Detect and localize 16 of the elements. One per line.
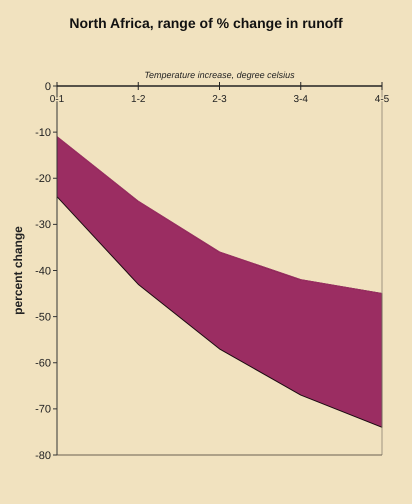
y-tick-label: -60 bbox=[35, 358, 51, 370]
chart-title: North Africa, range of % change in runoff bbox=[69, 15, 343, 31]
y-tick-label: -20 bbox=[35, 173, 51, 186]
y-tick-label: -70 bbox=[35, 404, 51, 416]
x-axis-title: Temperature increase, degree celsius bbox=[144, 70, 296, 80]
y-tick-label: -10 bbox=[35, 126, 51, 139]
y-tick-label: -50 bbox=[35, 311, 51, 324]
y-tick-label: 0 bbox=[44, 80, 51, 93]
x-tick-label: 3-4 bbox=[294, 94, 308, 105]
x-tick-label: 2-3 bbox=[212, 94, 228, 105]
y-tick-label: -40 bbox=[35, 265, 51, 278]
y-axis-title: percent change bbox=[11, 226, 25, 315]
x-tick-label: 4-5 bbox=[374, 94, 390, 105]
y-tick-label: -30 bbox=[35, 219, 51, 232]
y-tick-label: -80 bbox=[35, 450, 51, 462]
x-tick-label: 1-2 bbox=[131, 94, 146, 105]
